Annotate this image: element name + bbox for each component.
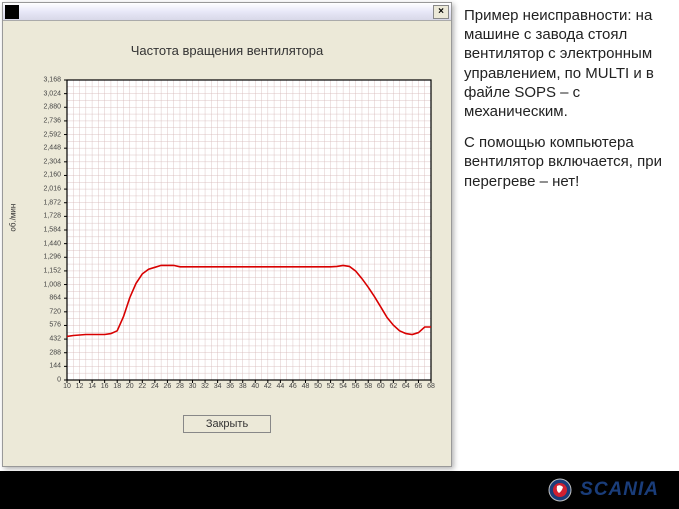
x-tick-label: 32 bbox=[201, 383, 209, 390]
y-tick-label: 432 bbox=[49, 336, 61, 343]
close-button[interactable]: Закрыть bbox=[183, 415, 271, 433]
x-tick-label: 42 bbox=[264, 383, 272, 390]
x-tick-label: 46 bbox=[289, 383, 297, 390]
x-tick-label: 64 bbox=[402, 383, 410, 390]
y-tick-label: 2,160 bbox=[43, 172, 61, 179]
y-tick-label: 144 bbox=[49, 363, 61, 370]
y-tick-label: 2,592 bbox=[43, 131, 61, 138]
chart-plot: об./мин 01442884325767208641,0081,1521,2… bbox=[27, 76, 443, 406]
x-tick-label: 56 bbox=[352, 383, 360, 390]
y-tick-label: 2,304 bbox=[43, 158, 61, 165]
y-tick-label: 1,440 bbox=[43, 240, 61, 247]
y-tick-label: 1,152 bbox=[43, 267, 61, 274]
y-tick-label: 3,024 bbox=[43, 90, 61, 97]
x-tick-label: 26 bbox=[164, 383, 172, 390]
x-tick-label: 40 bbox=[251, 383, 259, 390]
x-tick-label: 24 bbox=[151, 383, 159, 390]
y-tick-label: 3,168 bbox=[43, 77, 61, 84]
x-tick-label: 58 bbox=[364, 383, 372, 390]
x-tick-label: 34 bbox=[214, 383, 222, 390]
y-tick-label: 1,872 bbox=[43, 199, 61, 206]
x-tick-label: 10 bbox=[63, 383, 71, 390]
scania-griffin-icon bbox=[548, 478, 572, 502]
x-tick-label: 54 bbox=[339, 383, 347, 390]
x-tick-label: 44 bbox=[276, 383, 284, 390]
x-tick-label: 62 bbox=[389, 383, 397, 390]
description-para-2: С помощью компьютера вентилятор включает… bbox=[464, 133, 673, 191]
x-tick-label: 66 bbox=[415, 383, 423, 390]
y-axis-label: об./мин bbox=[9, 204, 18, 232]
footer-bar: SCANIA bbox=[0, 471, 679, 509]
chart-title: Частота вращения вентилятора bbox=[11, 43, 443, 58]
x-tick-label: 14 bbox=[88, 383, 96, 390]
description-para-1: Пример неисправности: на машине с завода… bbox=[464, 6, 673, 121]
chart-window: × Частота вращения вентилятора об./мин 0… bbox=[2, 2, 452, 467]
y-tick-label: 2,736 bbox=[43, 117, 61, 124]
x-tick-label: 52 bbox=[327, 383, 335, 390]
x-tick-label: 28 bbox=[176, 383, 184, 390]
x-tick-label: 36 bbox=[226, 383, 234, 390]
x-tick-label: 68 bbox=[427, 383, 435, 390]
x-tick-label: 50 bbox=[314, 383, 322, 390]
y-tick-label: 0 bbox=[57, 377, 61, 384]
y-tick-label: 2,880 bbox=[43, 104, 61, 111]
x-tick-label: 12 bbox=[76, 383, 84, 390]
y-tick-label: 1,296 bbox=[43, 254, 61, 261]
close-icon[interactable]: × bbox=[433, 5, 449, 19]
app-icon bbox=[5, 5, 19, 19]
y-tick-label: 720 bbox=[49, 308, 61, 315]
y-tick-label: 864 bbox=[49, 295, 61, 302]
x-tick-label: 38 bbox=[239, 383, 247, 390]
x-tick-label: 60 bbox=[377, 383, 385, 390]
x-tick-label: 30 bbox=[189, 383, 197, 390]
x-tick-label: 20 bbox=[126, 383, 134, 390]
y-tick-label: 288 bbox=[49, 349, 61, 356]
x-tick-label: 48 bbox=[302, 383, 310, 390]
scania-wordmark: SCANIA bbox=[580, 479, 659, 501]
y-tick-label: 2,016 bbox=[43, 186, 61, 193]
x-tick-label: 22 bbox=[138, 383, 146, 390]
y-tick-label: 2,448 bbox=[43, 145, 61, 152]
x-tick-label: 18 bbox=[113, 383, 121, 390]
title-bar: × bbox=[3, 3, 451, 21]
y-tick-label: 576 bbox=[49, 322, 61, 329]
y-tick-label: 1,584 bbox=[43, 227, 61, 234]
y-tick-label: 1,008 bbox=[43, 281, 61, 288]
y-tick-label: 1,728 bbox=[43, 213, 61, 220]
description-panel: Пример неисправности: на машине с завода… bbox=[454, 0, 679, 471]
x-tick-label: 16 bbox=[101, 383, 109, 390]
